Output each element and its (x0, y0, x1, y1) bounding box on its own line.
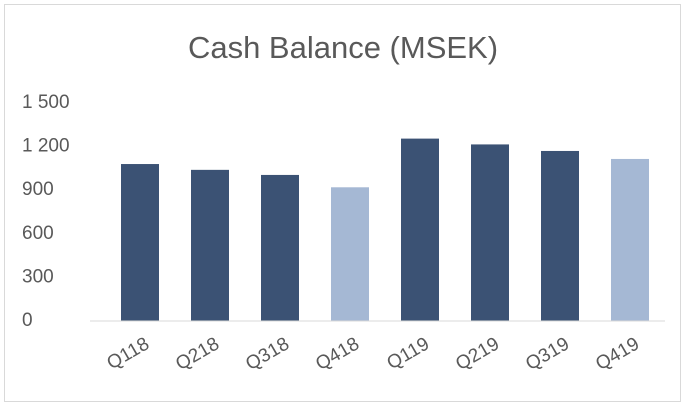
y-tick-label: 600 (22, 223, 54, 244)
y-tick-label: 1 500 (22, 92, 70, 113)
bar (471, 144, 509, 321)
y-tick-label: 1 200 (22, 136, 70, 157)
y-tick-label: 300 (22, 266, 54, 287)
y-tick-label: 0 (22, 310, 33, 331)
bar (191, 169, 229, 321)
bar (401, 138, 439, 321)
chart-title: Cash Balance (MSEK) (188, 30, 498, 65)
bar (611, 158, 649, 321)
bar (121, 164, 159, 321)
bar (541, 150, 579, 321)
y-tick-label: 900 (22, 179, 54, 200)
bar (261, 174, 299, 321)
bar (331, 187, 369, 321)
